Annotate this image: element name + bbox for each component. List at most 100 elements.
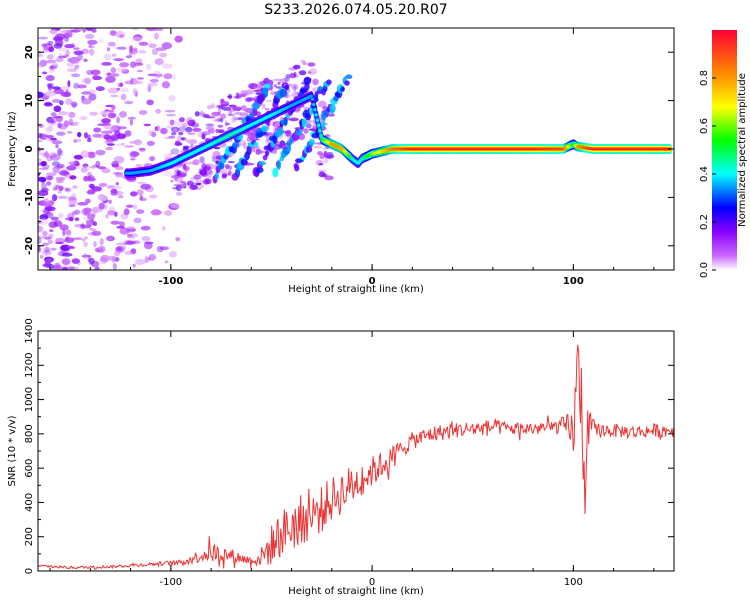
spectrogram-blob bbox=[117, 82, 124, 88]
spectrogram-blob bbox=[264, 108, 270, 111]
spectrogram-blob bbox=[95, 86, 105, 92]
spectrogram-blob bbox=[265, 134, 270, 142]
spectrogram-blob bbox=[143, 123, 151, 127]
spectrogram-streak bbox=[240, 158, 248, 166]
spectrogram-blob bbox=[48, 46, 55, 53]
spectrogram-blob bbox=[307, 62, 316, 67]
spectrogram-blob bbox=[85, 33, 95, 40]
spectrogram-blob bbox=[239, 112, 249, 117]
spectrogram-blob bbox=[139, 149, 146, 152]
spectrogram-blob bbox=[298, 70, 307, 76]
spectrogram-blob bbox=[65, 229, 72, 236]
spectrogram-blob bbox=[93, 127, 102, 133]
spectrogram-blob bbox=[211, 154, 217, 159]
spectrogram-blob bbox=[90, 69, 101, 76]
spectrogram-streak bbox=[256, 167, 264, 173]
spectrogram-blob bbox=[81, 224, 92, 229]
spectrogram-blob bbox=[133, 139, 142, 146]
spectrogram-blob bbox=[45, 75, 55, 82]
spectrogram-blob bbox=[100, 204, 108, 210]
spectrogram-blob bbox=[71, 258, 81, 264]
spectrogram-blob bbox=[170, 203, 180, 209]
spectrogram-blob bbox=[129, 233, 139, 238]
spectrogram-blob bbox=[82, 207, 93, 213]
colorbar-gradient bbox=[712, 30, 737, 270]
spectrogram-blob bbox=[55, 184, 61, 189]
spectrogram-blob bbox=[202, 162, 206, 168]
snr-line-group bbox=[38, 344, 674, 571]
spectrogram-streak bbox=[344, 80, 350, 86]
spectrogram-blob bbox=[38, 139, 43, 143]
snr-y-tick-label: 600 bbox=[24, 459, 35, 478]
spectrogram-blob bbox=[58, 213, 64, 219]
spectrogram-blob bbox=[186, 117, 193, 124]
snr-line bbox=[38, 344, 674, 571]
spectrogram-blob bbox=[199, 184, 204, 189]
spectrogram-blob bbox=[84, 132, 88, 139]
spectrogram-blob bbox=[133, 217, 142, 224]
spectrogram-blob bbox=[115, 246, 125, 253]
spectrogram-blob bbox=[132, 88, 137, 96]
spectrogram-blob bbox=[211, 111, 221, 117]
spectrogram-blob bbox=[312, 78, 319, 86]
spectrogram-blob bbox=[46, 82, 54, 89]
spectrogram-blob bbox=[38, 158, 43, 162]
spectrogram-blob bbox=[64, 237, 75, 243]
spectrogram-blob bbox=[89, 48, 95, 56]
colorbar: 0.0 0.2 0.4 0.6 0.8 Normalized spectral ampl… bbox=[699, 30, 748, 278]
spectrogram-blob bbox=[50, 216, 59, 221]
spectrogram-blob bbox=[61, 258, 71, 265]
spectrogram-blob bbox=[82, 207, 92, 215]
spectrogram-blob bbox=[170, 148, 180, 155]
snr-y-tick-label: 400 bbox=[24, 493, 35, 512]
spectrogram-blob bbox=[159, 246, 170, 251]
spectrogram-blob bbox=[138, 110, 148, 115]
spectrogram-blob bbox=[38, 245, 41, 252]
spectrogram-blob bbox=[99, 238, 104, 246]
spectrogram-blob bbox=[166, 125, 174, 129]
spectrogram-blob bbox=[148, 254, 157, 261]
spectrogram-blob bbox=[147, 85, 152, 93]
spectrogram-blob bbox=[136, 209, 145, 215]
spectrogram-ridge bbox=[124, 91, 673, 179]
spectrogram-y-tick-label: 10 bbox=[24, 94, 35, 108]
spectrogram-blob bbox=[145, 28, 157, 32]
spectrogram-blob bbox=[116, 66, 127, 73]
spectrogram-blob bbox=[44, 101, 52, 105]
spectrogram-blob bbox=[161, 81, 170, 89]
spectrogram-blob bbox=[116, 143, 122, 147]
spectrogram-blob bbox=[53, 88, 64, 95]
spectrogram-blob bbox=[52, 63, 59, 68]
spectrogram-blob bbox=[129, 45, 134, 53]
spectrogram-blob bbox=[71, 193, 77, 198]
spectrogram-blob bbox=[283, 76, 291, 82]
spectrogram-blob bbox=[98, 133, 105, 139]
ridge-core bbox=[318, 129, 322, 133]
spectrogram-blob bbox=[216, 117, 223, 122]
spectrogram-blob bbox=[173, 121, 184, 127]
spectrogram-blob bbox=[182, 166, 189, 171]
spectrogram-blob bbox=[82, 238, 86, 242]
spectrogram-blob bbox=[185, 161, 195, 165]
spectrogram-blob bbox=[156, 73, 163, 77]
spectrogram-blob bbox=[38, 236, 42, 244]
spectrogram-blob bbox=[270, 89, 274, 95]
spectrogram-blob bbox=[42, 242, 50, 246]
spectrogram-blob bbox=[115, 173, 124, 178]
spectrogram-blob bbox=[318, 163, 324, 166]
spectrogram-y-label: Frequency (Hz) bbox=[7, 111, 18, 187]
spectrogram-blob bbox=[322, 173, 328, 178]
spectrogram-blob bbox=[99, 38, 104, 44]
spectrogram-blob bbox=[44, 256, 54, 263]
spectrogram-blob bbox=[60, 244, 71, 252]
spectrogram-blob bbox=[70, 73, 81, 78]
spectrogram-blob bbox=[62, 91, 72, 98]
spectrogram-blob bbox=[45, 126, 53, 133]
spectrogram-blob bbox=[88, 89, 96, 96]
ridge-core bbox=[314, 113, 318, 117]
spectrogram-blob bbox=[98, 208, 103, 213]
spectrogram-blob bbox=[66, 62, 74, 67]
spectrogram-blob bbox=[51, 98, 61, 103]
spectrogram-blob bbox=[101, 123, 112, 126]
